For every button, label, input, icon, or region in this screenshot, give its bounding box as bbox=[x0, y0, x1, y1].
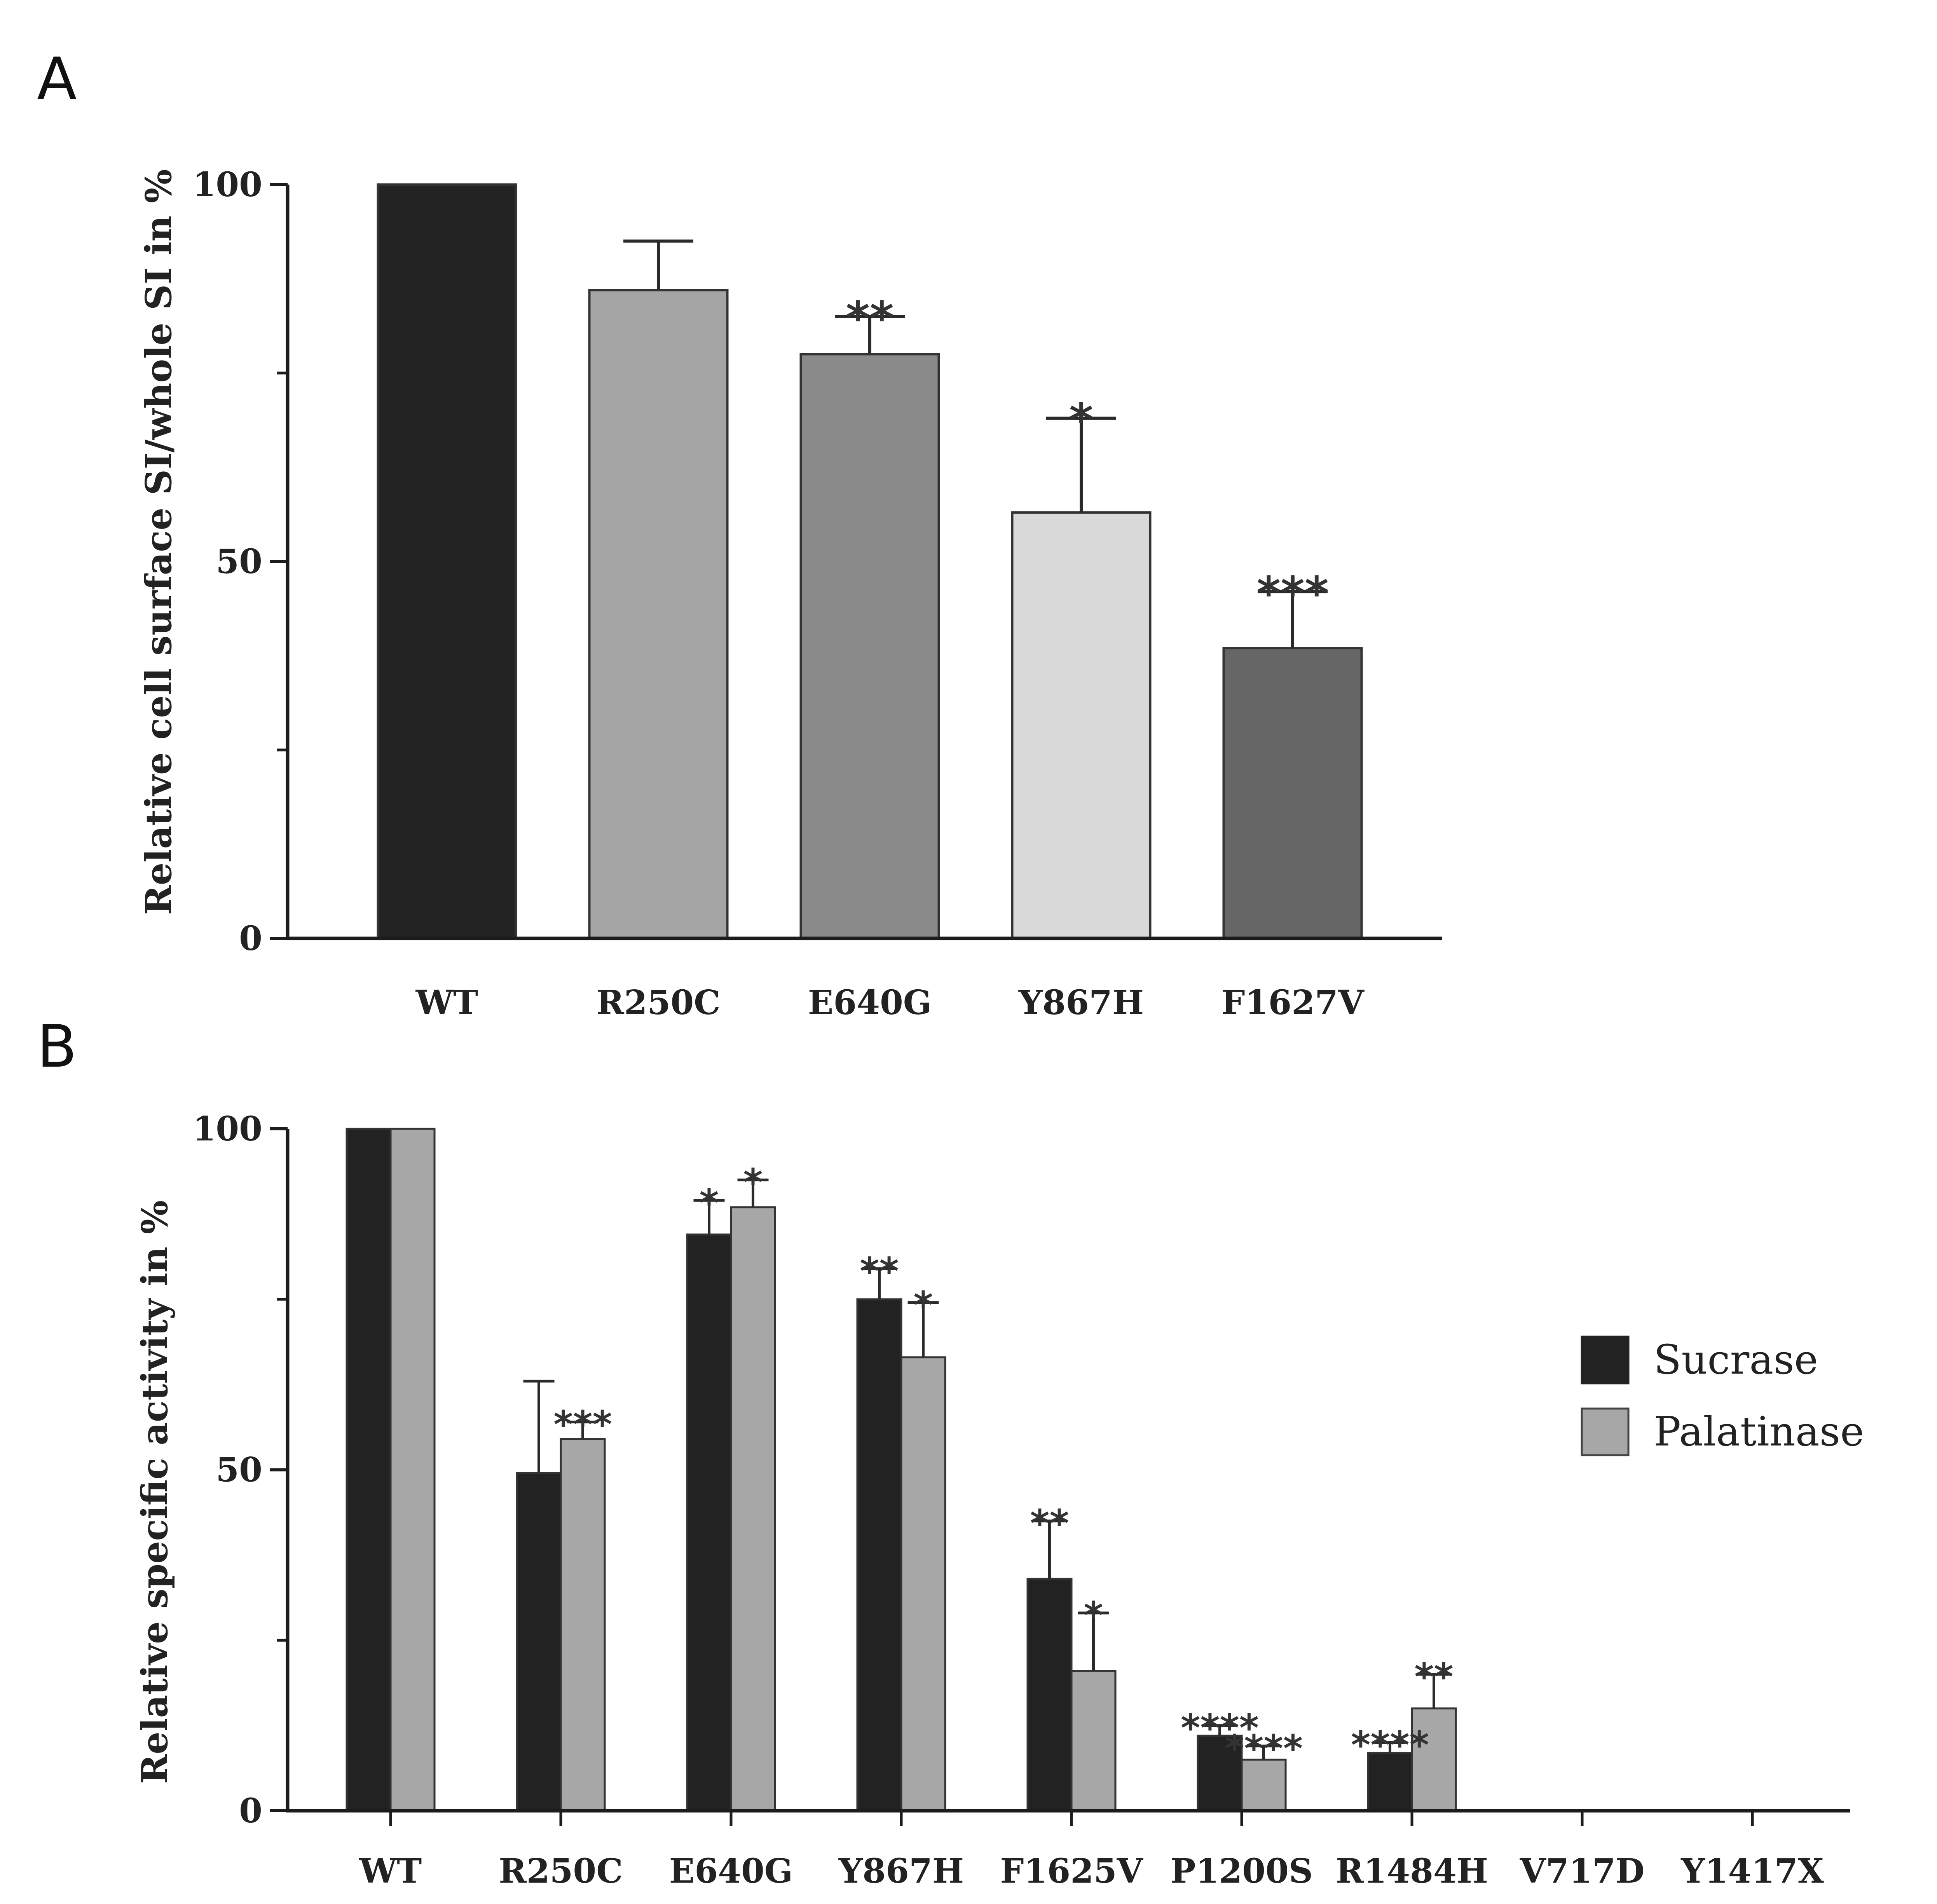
panel-a-bar-wt bbox=[377, 183, 517, 940]
panel-b-y-axis-title: Relative specific activity in % bbox=[134, 1200, 176, 1784]
panel-b-significance-palatinase-r1484h: ** bbox=[1414, 1655, 1453, 1699]
panel-a-x-label-r250c: R250C bbox=[596, 983, 720, 1022]
panel-a-y-tick-label-100: 100 bbox=[192, 165, 262, 204]
panel-b-x-label-y867h: Y867H bbox=[838, 1852, 964, 1891]
panel-b-significance-sucrase-r1484h: **** bbox=[1351, 1724, 1429, 1767]
panel-b-significance-palatinase-f1625v: * bbox=[1084, 1594, 1103, 1637]
legend-label-palatinase: Palatinase bbox=[1654, 1408, 1864, 1455]
panel-b-x-label-y1417x: Y1417X bbox=[1680, 1852, 1824, 1891]
panel-a-x-label-e640g: E640G bbox=[808, 983, 932, 1022]
panel-b-bar-palatinase-wt bbox=[389, 1128, 436, 1812]
panel-b: B Relative specific activity in % **** **… bbox=[37, 1013, 1864, 1891]
panel-b-error-bars bbox=[523, 1179, 1450, 1760]
panel-b-bar-sucrase-y867h bbox=[856, 1298, 902, 1812]
panel-b-x-label-p1200s: P1200S bbox=[1171, 1852, 1313, 1891]
panel-a-label: A bbox=[37, 45, 77, 113]
panel-b-x-label-r250c: R250C bbox=[499, 1852, 623, 1891]
panel-a-x-tick-labels: WT R250C E640G Y867H F1627V bbox=[415, 983, 1365, 1022]
legend-label-sucrase: Sucrase bbox=[1654, 1336, 1818, 1383]
panel-b-significance-palatinase-r250c: *** bbox=[553, 1403, 612, 1447]
legend: Sucrase Palatinase bbox=[1581, 1336, 1864, 1456]
panel-a-bar-y867h bbox=[1011, 511, 1152, 940]
panel-b-bars bbox=[346, 1128, 1457, 1812]
panel-b-bar-palatinase-r1484h bbox=[1411, 1707, 1457, 1812]
panel-b-x-label-e640g: E640G bbox=[669, 1852, 793, 1891]
panel-b-bar-sucrase-f1625v bbox=[1026, 1578, 1073, 1812]
panel-b-bar-palatinase-r250c bbox=[560, 1438, 606, 1812]
panel-a-y-tick-label-0: 0 bbox=[239, 919, 262, 958]
panel-b-y-tick-label-100: 100 bbox=[192, 1109, 262, 1149]
panel-a: A Relative cell surface SI/whole SI in %… bbox=[37, 45, 1442, 1022]
panel-b-y-tick-label-0: 0 bbox=[239, 1791, 262, 1831]
panel-b-x-label-wt: WT bbox=[359, 1852, 422, 1891]
legend-swatch-palatinase bbox=[1581, 1407, 1630, 1456]
panel-b-significance-sucrase-p1200s: **** bbox=[1181, 1707, 1259, 1750]
panel-a-y-tick-label-50: 50 bbox=[216, 542, 262, 581]
panel-a-x-label-y867h: Y867H bbox=[1018, 983, 1144, 1022]
panel-b-y-tick-label-50: 50 bbox=[216, 1451, 262, 1490]
panel-a-bar-e640g bbox=[799, 353, 940, 940]
panel-a-error-bars bbox=[623, 239, 1328, 649]
panel-b-bar-sucrase-e640g bbox=[686, 1233, 732, 1812]
panel-b-significance-sucrase-y867h: ** bbox=[860, 1250, 899, 1293]
legend-swatch-sucrase bbox=[1581, 1336, 1630, 1384]
panel-b-significance-labels: **** *************** ****** bbox=[553, 1161, 1454, 1771]
panel-b-bar-palatinase-y867h bbox=[900, 1356, 946, 1812]
panel-b-x-tick-labels: WT R250C E640G Y867H F1625V P1200S R1484H V717D… bbox=[359, 1852, 1824, 1891]
panel-b-bar-palatinase-e640g bbox=[730, 1206, 776, 1812]
panel-b-y-ticks: 0 50 100 bbox=[192, 1109, 288, 1831]
panel-b-significance-palatinase-p1200s: **** bbox=[1225, 1727, 1303, 1770]
panel-b-significance-sucrase-e640g: * bbox=[699, 1181, 719, 1225]
panel-b-bar-sucrase-r250c bbox=[516, 1472, 562, 1812]
panel-a-bar-f1627v bbox=[1222, 647, 1363, 940]
panel-a-significance-labels: ****** bbox=[846, 291, 1328, 620]
panel-a-bar-r250c bbox=[588, 289, 729, 940]
panel-b-significance-palatinase-e640g: * bbox=[743, 1161, 763, 1205]
panel-b-x-label-r1484h: R1484H bbox=[1336, 1852, 1488, 1891]
panel-b-bar-sucrase-wt bbox=[346, 1128, 392, 1812]
panel-b-significance-sucrase-f1625v: ** bbox=[1030, 1502, 1069, 1545]
panel-a-x-label-wt: WT bbox=[415, 983, 478, 1022]
panel-a-y-axis-title: Relative cell surface SI/whole SI in % bbox=[138, 169, 180, 915]
panel-b-significance-palatinase-y867h: * bbox=[913, 1284, 933, 1327]
panel-a-significance-f1627v: *** bbox=[1256, 567, 1328, 620]
panel-a-x-label-f1627v: F1627V bbox=[1221, 983, 1364, 1022]
panel-b-x-label-v717d: V717D bbox=[1520, 1852, 1645, 1891]
panel-b-bar-palatinase-p1200s bbox=[1241, 1758, 1287, 1812]
panel-b-label: B bbox=[37, 1013, 77, 1081]
panel-a-significance-y867h: * bbox=[1069, 393, 1093, 446]
panel-b-bar-palatinase-f1625v bbox=[1070, 1670, 1117, 1812]
panel-a-significance-e640g: ** bbox=[846, 291, 893, 345]
panel-a-y-ticks: 0 50 100 bbox=[192, 165, 288, 958]
panel-b-x-label-f1625v: F1625V bbox=[1000, 1852, 1143, 1891]
